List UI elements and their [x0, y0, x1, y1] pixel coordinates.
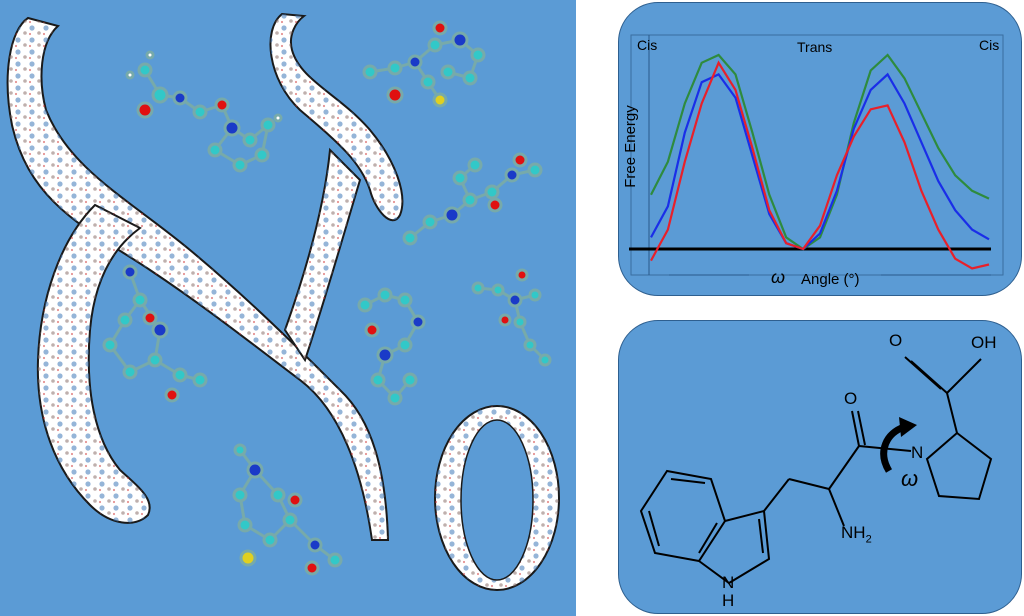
nh2-atom: NH2 — [841, 523, 872, 546]
rotation-arrow-icon — [880, 423, 906, 473]
series-line-green — [650, 53, 990, 251]
benzene-ring — [639, 469, 727, 563]
omega-symbol: ω — [771, 267, 786, 287]
x-axis-label: Angle (°) — [801, 271, 860, 288]
series-line-red — [650, 60, 990, 270]
free-energy-chart — [629, 34, 1004, 276]
proline-ring — [925, 431, 993, 501]
molecule-6 — [471, 268, 552, 367]
o-amide-atom: O — [844, 389, 858, 408]
oh-atom: OH — [971, 333, 997, 352]
molecule-1 — [125, 50, 283, 173]
aleph-naught-artwork — [6, 12, 560, 591]
n-indole-atom: N — [722, 573, 735, 592]
series-line-blue — [650, 72, 990, 251]
molecule-5 — [357, 287, 426, 406]
o-carboxyl-atom: O — [889, 331, 903, 350]
n-proline-atom: N — [911, 443, 924, 462]
free-energy-chart-panel: Cis Trans Cis Free Energy ω Angle (°) — [618, 2, 1022, 296]
pyrrole-ring — [698, 509, 771, 585]
cis-left-label: Cis — [637, 37, 658, 53]
y-axis-label: Free Energy — [621, 105, 639, 188]
h-indole-atom: H — [722, 591, 735, 610]
chart-series-group — [650, 53, 990, 270]
trp-pro-structure-panel: O OH O N ω NH2 N H — [618, 320, 1022, 614]
molecule-4 — [102, 264, 208, 403]
cis-right-label: Cis — [979, 37, 1000, 53]
molecule-7 — [232, 443, 343, 576]
molecule-2 — [362, 20, 486, 108]
aleph-naught-panel — [0, 0, 576, 616]
trans-label: Trans — [797, 39, 833, 55]
omega-label: ω — [901, 466, 919, 491]
zero-glyph — [434, 405, 560, 591]
skeletal-structure — [639, 356, 993, 585]
molecule-3 — [402, 152, 543, 246]
